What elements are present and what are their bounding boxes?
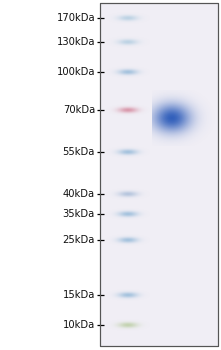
Text: 10kDa: 10kDa	[63, 320, 95, 330]
Text: 40kDa: 40kDa	[63, 189, 95, 199]
Text: 100kDa: 100kDa	[57, 67, 95, 77]
Bar	[100, 3, 218, 346]
Text: 15kDa: 15kDa	[63, 290, 95, 300]
Text: 25kDa: 25kDa	[63, 235, 95, 245]
Text: 170kDa: 170kDa	[56, 13, 95, 23]
Text: 55kDa: 55kDa	[63, 147, 95, 157]
Text: 130kDa: 130kDa	[57, 37, 95, 47]
Text: 35kDa: 35kDa	[63, 209, 95, 219]
Text: 70kDa: 70kDa	[63, 105, 95, 115]
Bar	[100, 3, 218, 346]
